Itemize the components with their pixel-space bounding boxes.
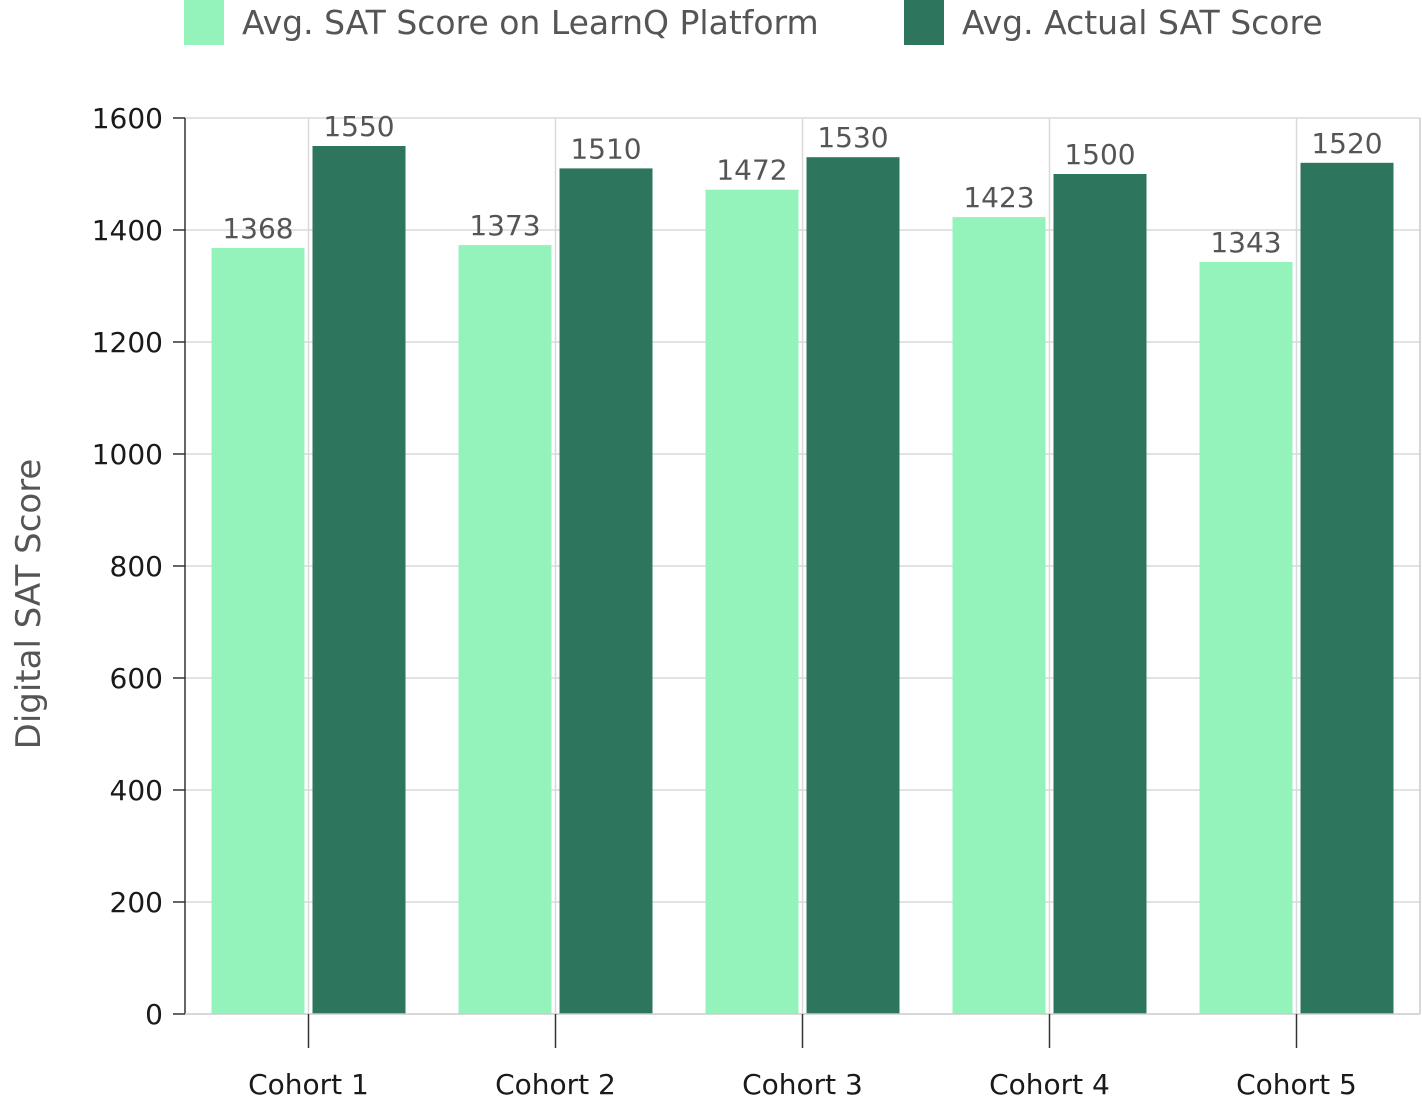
- legend-swatch: [184, 0, 224, 45]
- y-tick-label: 1400: [92, 214, 163, 247]
- bar-actual-cohort-1: [312, 146, 406, 1014]
- legend-swatch: [904, 0, 944, 45]
- y-tick-label: 1200: [92, 326, 163, 359]
- data-label: 1510: [570, 132, 641, 165]
- data-label: 1472: [716, 154, 787, 187]
- x-tick-label: Cohort 1: [248, 1068, 369, 1101]
- data-label: 1550: [323, 110, 394, 143]
- y-tick-label: 600: [110, 662, 163, 695]
- legend-label: Avg. Actual SAT Score: [962, 3, 1323, 42]
- data-label: 1520: [1311, 127, 1382, 160]
- x-tick-label: Cohort 4: [989, 1068, 1110, 1101]
- axes: 0 200 400 600 800 1000 1200 1400 1600 Cohort 1 Coh…: [92, 102, 1420, 1101]
- y-tick-label: 800: [110, 550, 163, 583]
- x-tick-label: Cohort 3: [742, 1068, 863, 1101]
- x-tick-label: Cohort 2: [495, 1068, 616, 1101]
- bar-actual-cohort-3: [806, 157, 900, 1014]
- bar-learnq-cohort-3: [705, 189, 799, 1014]
- bar-actual-cohort-2: [559, 168, 653, 1014]
- y-tick-label: 1000: [92, 438, 163, 471]
- bar-actual-cohort-5: [1300, 162, 1394, 1015]
- data-label: 1368: [222, 212, 293, 245]
- data-labels: 1368 1550 1373 1510 1472 1530 1423 1500 1343 1520: [222, 110, 1382, 259]
- y-tick-label: 0: [145, 998, 163, 1031]
- legend-label: Avg. SAT Score on LearnQ Platform: [242, 3, 819, 42]
- bars: [211, 146, 1394, 1015]
- bar-learnq-cohort-4: [952, 217, 1046, 1014]
- bar-actual-cohort-4: [1053, 174, 1147, 1014]
- y-tick-label: 1600: [92, 102, 163, 135]
- data-label: 1373: [469, 209, 540, 242]
- y-tick-label: 400: [110, 774, 163, 807]
- data-label: 1500: [1064, 138, 1135, 171]
- data-label: 1530: [817, 121, 888, 154]
- bar-learnq-cohort-1: [211, 247, 305, 1015]
- x-tick-label: Cohort 5: [1236, 1068, 1357, 1101]
- legend: Avg. SAT Score on LearnQ Platform Avg. Ac…: [184, 0, 1323, 45]
- bar-learnq-cohort-2: [458, 245, 552, 1014]
- data-label: 1343: [1210, 226, 1281, 259]
- data-label: 1423: [963, 181, 1034, 214]
- y-tick-label: 200: [110, 886, 163, 919]
- bar-learnq-cohort-5: [1199, 261, 1293, 1014]
- y-axis-title: Digital SAT Score: [9, 459, 49, 750]
